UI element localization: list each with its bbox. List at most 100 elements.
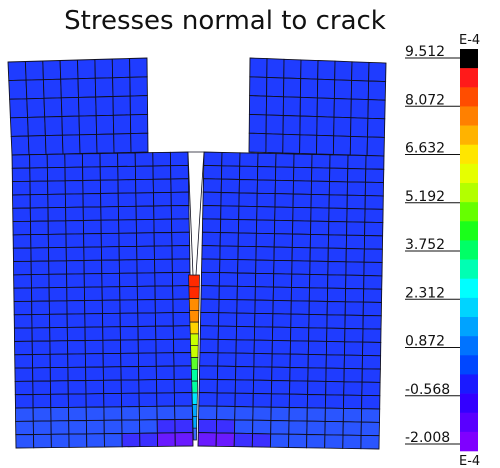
left-lower-element xyxy=(156,378,175,394)
left-lower-element xyxy=(156,432,176,447)
left-lower-element xyxy=(139,432,159,448)
left-lower-element xyxy=(171,231,191,247)
left-lower-element xyxy=(31,300,50,316)
right-lower-element xyxy=(306,394,327,409)
legend-color-band xyxy=(460,278,478,299)
right-lower-element xyxy=(200,271,221,287)
legend-color-band xyxy=(460,336,478,356)
right-lower-element xyxy=(221,165,241,180)
left-lower-element xyxy=(137,352,157,367)
right-lower-element xyxy=(309,247,329,262)
left-lower-element xyxy=(12,247,32,262)
right-lower-element xyxy=(239,165,259,181)
left-lower-element xyxy=(49,326,68,342)
right-lower-element xyxy=(289,367,309,382)
left-lower-element xyxy=(31,313,51,329)
left-lower-element xyxy=(48,246,67,262)
right-lower-element xyxy=(254,299,274,315)
legend-color-band xyxy=(460,393,478,414)
right-lower-element xyxy=(343,354,363,370)
left-lower-element xyxy=(68,406,87,422)
left-lower-element xyxy=(171,271,191,287)
left-lower-element xyxy=(152,151,172,167)
left-lower-element xyxy=(85,379,105,395)
left-lower-element xyxy=(136,232,155,247)
right-lower-element xyxy=(326,301,346,316)
right-lower-element xyxy=(291,260,311,275)
right-lower-element xyxy=(328,207,348,223)
left-lower-element xyxy=(85,419,105,435)
left-lower-element xyxy=(64,153,84,168)
right-lower-element xyxy=(325,367,345,383)
right-lower-element xyxy=(274,179,294,195)
right-lower-element xyxy=(216,379,236,394)
left-lower-element xyxy=(174,432,194,447)
left-upper-element xyxy=(112,76,131,97)
right-upper-element xyxy=(332,135,352,156)
right-upper-element xyxy=(299,96,318,118)
right-lower-element xyxy=(365,168,385,184)
left-lower-element xyxy=(153,232,173,247)
right-upper-element xyxy=(299,78,319,99)
right-lower-element xyxy=(255,246,275,261)
right-upper-element xyxy=(367,99,386,120)
right-lower-element xyxy=(344,288,365,303)
right-upper-element xyxy=(350,79,370,101)
right-lower-element xyxy=(256,206,276,221)
right-lower-element xyxy=(203,164,223,180)
left-lower-element xyxy=(29,207,49,222)
right-lower-element xyxy=(202,205,222,220)
left-lower-element xyxy=(136,272,156,287)
right-lower-element xyxy=(364,221,384,237)
legend-color-band xyxy=(460,431,478,452)
left-lower-element xyxy=(118,245,138,261)
left-lower-element xyxy=(172,325,192,340)
right-lower-element xyxy=(216,365,237,381)
left-lower-element xyxy=(30,273,50,289)
left-lower-element xyxy=(135,178,154,194)
right-upper-element xyxy=(265,95,284,116)
right-lower-element xyxy=(293,153,313,169)
left-lower-element xyxy=(119,312,139,328)
left-upper-element xyxy=(95,114,115,135)
left-upper-element xyxy=(129,95,149,116)
right-lower-element xyxy=(327,274,347,289)
left-lower-element xyxy=(46,153,66,169)
left-lower-element xyxy=(102,326,121,341)
left-lower-element xyxy=(103,392,123,408)
right-lower-element xyxy=(274,193,294,208)
right-lower-element xyxy=(343,394,363,410)
left-lower-element xyxy=(82,166,101,181)
left-lower-element xyxy=(84,299,103,315)
right-lower-element xyxy=(252,419,272,435)
right-lower-element xyxy=(361,381,381,397)
legend-color-band xyxy=(460,374,478,394)
left-lower-element xyxy=(32,367,51,382)
right-lower-element xyxy=(291,246,311,262)
left-upper-element xyxy=(61,115,80,136)
right-upper-element xyxy=(248,95,268,116)
right-lower-element xyxy=(202,191,222,207)
left-lower-element xyxy=(13,260,32,276)
right-upper-element xyxy=(249,57,268,78)
right-lower-element xyxy=(200,298,220,314)
right-lower-element xyxy=(199,352,219,367)
right-lower-element xyxy=(220,192,240,207)
left-lower-element xyxy=(48,286,68,302)
legend-exponent-bottom: E-4 xyxy=(459,454,480,468)
left-lower-element xyxy=(171,218,190,233)
crack-ligament-elements xyxy=(188,274,200,441)
left-lower-element xyxy=(29,193,49,209)
left-lower-element xyxy=(138,365,157,381)
left-lower-element xyxy=(173,365,193,380)
right-lower-element xyxy=(289,353,309,369)
right-lower-element xyxy=(254,272,275,288)
left-lower-element xyxy=(137,325,157,341)
right-lower-element xyxy=(201,258,221,274)
right-lower-element xyxy=(310,220,330,236)
crack-element xyxy=(191,380,198,394)
right-lower-element xyxy=(290,286,310,302)
left-lower-element xyxy=(32,380,52,395)
right-lower-element xyxy=(201,245,221,260)
crack-element xyxy=(192,404,198,417)
